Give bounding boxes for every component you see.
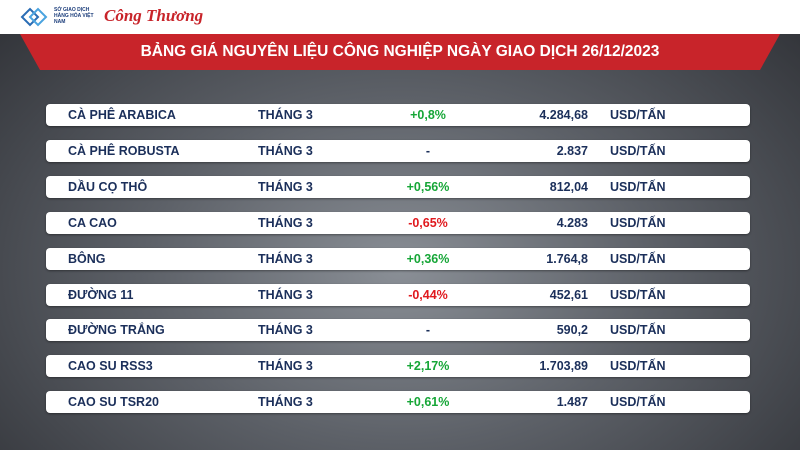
unit: USD/TẤN xyxy=(610,287,666,302)
month: THÁNG 3 xyxy=(258,323,313,338)
change: - xyxy=(425,143,431,158)
change: +2,17% xyxy=(406,359,450,374)
table-row: CA CAO THÁNG 3 -0,65% 4.283 USD/TẤN xyxy=(46,211,750,234)
change: +0,56% xyxy=(406,179,450,194)
logo-icon xyxy=(20,7,48,27)
price: 4.283 xyxy=(556,215,588,230)
month: THÁNG 3 xyxy=(258,251,313,266)
unit: USD/TẤN xyxy=(610,251,666,266)
month: THÁNG 3 xyxy=(258,395,313,410)
month: THÁNG 3 xyxy=(258,179,313,194)
commodity: CÀ PHÊ ARABICA xyxy=(68,108,176,122)
title-banner xyxy=(20,34,780,70)
table-row: CAO SU RSS3 THÁNG 3 +2,17% 1.703,89 USD/TẤN xyxy=(46,355,750,378)
change: -0,65% xyxy=(408,215,448,230)
price: 1.703,89 xyxy=(539,359,588,374)
unit: USD/TẤN xyxy=(610,323,666,338)
commodity: CA CAO xyxy=(68,215,117,230)
commodity: ĐƯỜNG 11 xyxy=(68,287,134,302)
top-bar: SỞ GIAO DỊCH HÀNG HÓA VIỆT NAM Công Thươ… xyxy=(0,0,800,34)
month: THÁNG 3 xyxy=(258,108,313,122)
unit: USD/TẤN xyxy=(610,395,666,410)
brand: Công Thương xyxy=(104,6,204,25)
table-row: CÀ PHÊ ROBUSTA THÁNG 3 - 2.837 USD/TẤN xyxy=(46,139,750,162)
change: -0,44% xyxy=(408,287,448,302)
commodity: CAO SU TSR20 xyxy=(68,395,159,410)
commodity: BÔNG xyxy=(68,251,106,266)
price: 2.837 xyxy=(556,143,588,158)
commodity: CAO SU RSS3 xyxy=(68,359,153,374)
month: THÁNG 3 xyxy=(258,287,313,302)
unit: USD/TẤN xyxy=(610,359,666,374)
title: BẢNG GIÁ NGUYÊN LIỆU CÔNG NGHIỆP NGÀY GI… xyxy=(140,43,660,60)
price: 812,04 xyxy=(549,179,588,194)
commodity: DẦU CỌ THÔ xyxy=(68,179,148,194)
month: THÁNG 3 xyxy=(258,215,313,230)
price: 1.487 xyxy=(556,395,588,410)
commodity: CÀ PHÊ ROBUSTA xyxy=(68,143,180,158)
unit: USD/TẤN xyxy=(610,179,666,194)
price: 452,61 xyxy=(549,287,588,302)
table-row: ĐƯỜNG 11 THÁNG 3 -0,44% 452,61 USD/TẤN xyxy=(46,283,750,306)
unit: USD/TẤN xyxy=(610,108,666,122)
month: THÁNG 3 xyxy=(258,143,313,158)
month: THÁNG 3 xyxy=(258,359,313,374)
price: 590,2 xyxy=(556,323,588,338)
unit: USD/TẤN xyxy=(610,215,666,230)
change: - xyxy=(425,323,431,338)
price: 1.764,8 xyxy=(546,251,588,266)
unit: USD/TẤN xyxy=(610,143,666,158)
commodity: ĐƯỜNG TRẮNG xyxy=(68,323,165,338)
table-row: DẦU CỌ THÔ THÁNG 3 +0,56% 812,04 USD/TẤN xyxy=(46,175,750,198)
logo-text: SỞ GIAO DỊCH HÀNG HÓA VIỆT NAM xyxy=(54,7,94,25)
change: +0,8% xyxy=(410,108,446,122)
change: +0,61% xyxy=(406,395,450,410)
change: +0,36% xyxy=(406,251,450,266)
table-row: BÔNG THÁNG 3 +0,36% 1.764,8 USD/TẤN xyxy=(46,247,750,270)
price: 4.284,68 xyxy=(539,108,588,122)
table-row: CAO SU TSR20 THÁNG 3 +0,61% 1.487 USD/TẤN xyxy=(46,391,750,414)
table-row: ĐƯỜNG TRẮNG THÁNG 3 - 590,2 USD/TẤN xyxy=(46,319,750,342)
table-row: CÀ PHÊ ARABICA THÁNG 3 +0,8% 4.284,68 USD/TẤ… xyxy=(46,104,750,126)
